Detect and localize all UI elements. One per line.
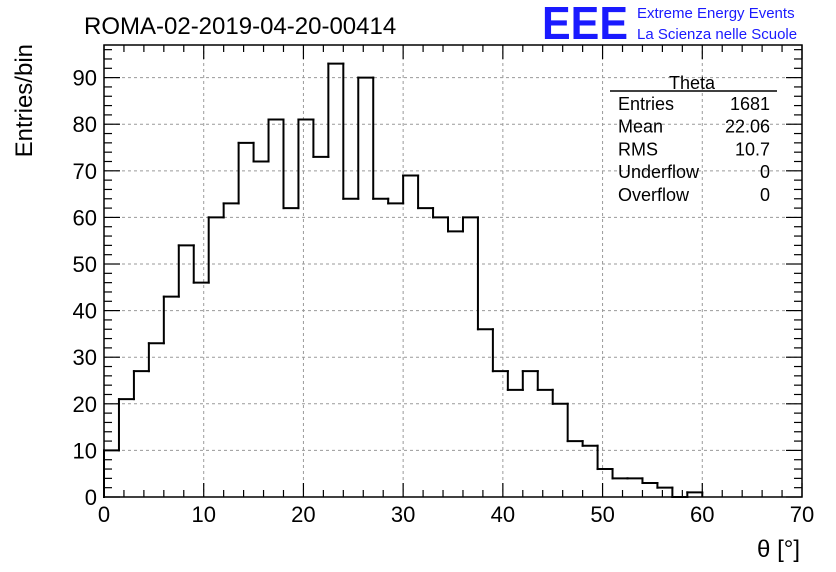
y-tick-label: 60 bbox=[73, 205, 97, 230]
chart-title: ROMA-02-2019-04-20-00414 bbox=[84, 13, 396, 40]
x-tick-label: 20 bbox=[291, 502, 315, 527]
stats-box-title: Theta bbox=[669, 73, 716, 93]
eee-logo: EEE Extreme Energy Events La Scienza nel… bbox=[542, 0, 797, 49]
stats-row-value: 1681 bbox=[730, 94, 770, 114]
x-tick-label: 10 bbox=[191, 502, 215, 527]
y-tick-label: 50 bbox=[73, 252, 97, 277]
stats-row-value: 10.7 bbox=[735, 139, 770, 159]
axis-tick-labels: 0 10 20 30 40 50 60 70 0 10 20 30 40 50 60 70 80 90 bbox=[73, 66, 815, 527]
x-axis-label: θ [°] bbox=[757, 536, 800, 563]
grid-lines bbox=[104, 45, 802, 497]
x-tick-label: 40 bbox=[491, 502, 515, 527]
x-tick-label: 60 bbox=[690, 502, 714, 527]
x-tick-label: 0 bbox=[98, 502, 110, 527]
logo-line2: La Scienza nelle Scuole bbox=[637, 26, 797, 43]
stats-row-label: Mean bbox=[618, 117, 663, 137]
logo-line1: Extreme Energy Events bbox=[637, 5, 795, 22]
histogram-series bbox=[103, 62, 704, 498]
stats-row-label: Underflow bbox=[618, 162, 700, 182]
y-tick-label: 40 bbox=[73, 299, 97, 324]
stats-row-value: 22.06 bbox=[725, 117, 770, 137]
stats-row-label: Entries bbox=[618, 94, 674, 114]
plot-border bbox=[103, 44, 803, 498]
stats-box-rows: Entries 1681 Mean 22.06 RMS 10.7 Underflow 0 Ove… bbox=[618, 94, 770, 205]
stats-box: Theta Entries 1681 Mean 22.06 RMS 10.7 Underfl… bbox=[610, 73, 777, 205]
axis-ticks bbox=[103, 45, 803, 498]
y-axis-label: Entries/bin bbox=[11, 44, 38, 157]
stats-row-value: 0 bbox=[760, 185, 770, 205]
stats-row-label: Overflow bbox=[618, 185, 690, 205]
y-tick-label: 90 bbox=[73, 66, 97, 91]
y-tick-label: 10 bbox=[73, 438, 97, 463]
y-tick-label: 0 bbox=[85, 485, 97, 510]
y-tick-label: 20 bbox=[73, 392, 97, 417]
x-tick-label: 30 bbox=[391, 502, 415, 527]
x-tick-label: 70 bbox=[790, 502, 814, 527]
y-tick-label: 70 bbox=[73, 159, 97, 184]
y-tick-label: 80 bbox=[73, 112, 97, 137]
stats-row-label: RMS bbox=[618, 139, 658, 159]
stats-row-value: 0 bbox=[760, 162, 770, 182]
plot-frame bbox=[103, 44, 803, 498]
y-tick-label: 30 bbox=[73, 345, 97, 370]
x-tick-label: 50 bbox=[590, 502, 614, 527]
logo-mark: EEE bbox=[542, 0, 628, 49]
